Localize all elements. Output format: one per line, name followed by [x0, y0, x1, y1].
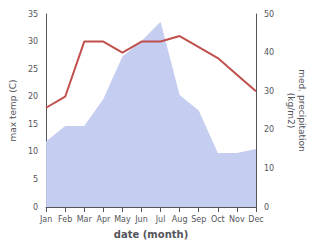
svg-text:Jun: Jun — [134, 215, 148, 224]
svg-text:30: 30 — [264, 87, 274, 96]
svg-text:Jan: Jan — [39, 215, 52, 224]
svg-text:25: 25 — [28, 65, 38, 74]
svg-text:0: 0 — [264, 203, 269, 212]
svg-text:max temp (C): max temp (C) — [8, 79, 18, 141]
svg-text:(kg/m2): (kg/m2) — [286, 93, 296, 128]
svg-text:50: 50 — [264, 10, 274, 19]
svg-text:Aug: Aug — [172, 215, 188, 224]
svg-text:date (month): date (month) — [114, 229, 188, 240]
svg-text:Apr: Apr — [96, 215, 111, 224]
svg-text:10: 10 — [28, 147, 38, 156]
svg-text:0: 0 — [33, 203, 38, 212]
svg-text:Oct: Oct — [211, 215, 225, 224]
svg-text:35: 35 — [28, 10, 38, 19]
svg-text:5: 5 — [33, 175, 38, 184]
svg-text:Jul: Jul — [155, 215, 166, 224]
svg-text:med. precipitation: med. precipitation — [297, 69, 307, 151]
svg-text:Nov: Nov — [229, 215, 245, 224]
svg-text:May: May — [114, 215, 131, 224]
svg-text:20: 20 — [264, 125, 274, 134]
svg-text:Sep: Sep — [191, 215, 206, 224]
svg-text:10: 10 — [264, 164, 274, 173]
svg-text:20: 20 — [28, 92, 38, 101]
svg-text:Feb: Feb — [58, 215, 72, 224]
svg-text:Dec: Dec — [248, 215, 263, 224]
svg-text:Mar: Mar — [77, 215, 93, 224]
svg-text:40: 40 — [264, 48, 274, 57]
svg-text:15: 15 — [28, 120, 38, 129]
svg-text:30: 30 — [28, 37, 38, 46]
